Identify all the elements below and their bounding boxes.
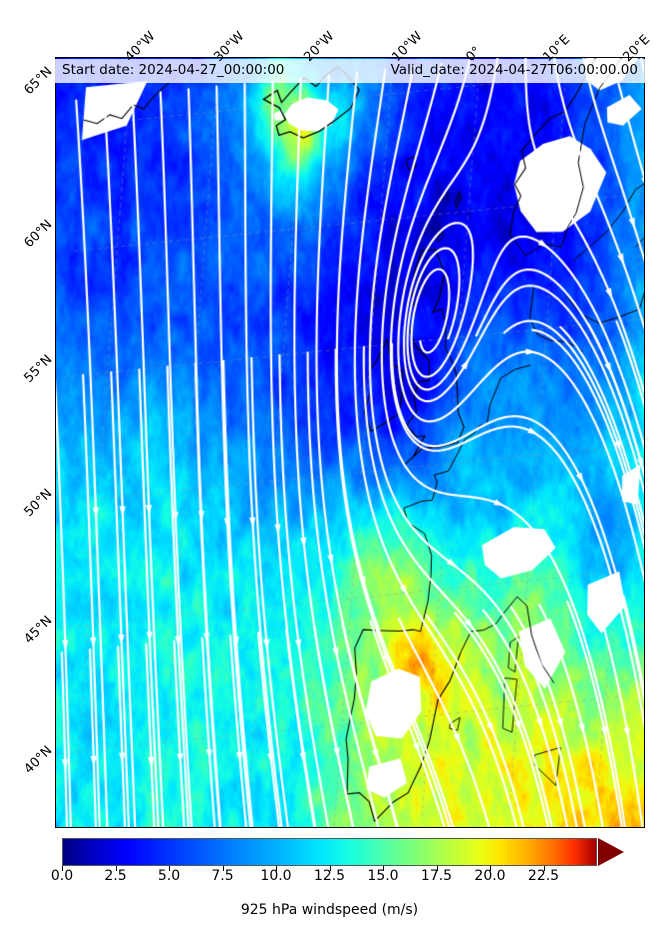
lat-tick-5: 40°N	[21, 743, 56, 777]
colorbar[interactable]	[62, 838, 624, 866]
colorbar-tick-mark-2	[169, 866, 170, 871]
lat-tick-4: 45°N	[21, 613, 56, 647]
colorbar-tick-label-5: 12.5	[313, 868, 346, 884]
colorbar-tick-label-7: 17.5	[420, 868, 453, 884]
colorbar-extend-arrow-icon	[598, 838, 624, 866]
colorbar-tick-label-1: 2.5	[104, 868, 127, 884]
colorbar-tick-mark-4	[276, 866, 277, 871]
colorbar-tick-label-0: 0.0	[50, 868, 74, 884]
colorbar-tick-mark-0	[62, 866, 63, 871]
lat-tick-1: 60°N	[21, 217, 56, 251]
lat-tick-3: 50°N	[21, 486, 56, 520]
colorbar-title: 925 hPa windspeed (m/s)	[240, 902, 419, 918]
colorbar-gradient	[62, 838, 597, 866]
windspeed-heatmap	[56, 58, 644, 827]
colorbar-tick-label-9: 22.5	[527, 868, 560, 884]
colorbar-tick-mark-9	[543, 866, 545, 871]
map-axes[interactable]	[55, 57, 645, 828]
colorbar-tick-label-3: 7.5	[211, 868, 234, 884]
colorbar-tick-mark-8	[490, 866, 491, 871]
colorbar-tick-mark-6	[383, 866, 384, 871]
colorbar-tick-label-6: 15.0	[367, 868, 399, 884]
lat-tick-2: 55°N	[21, 352, 56, 386]
colorbar-tick-mark-5	[329, 866, 331, 871]
colorbar-tick-mark-3	[222, 866, 224, 871]
colorbar-tick-label-4: 10.0	[260, 868, 292, 884]
colorbar-tick-mark-7	[436, 866, 438, 871]
colorbar-tick-label-2: 5.0	[157, 868, 181, 884]
colorbar-tick-mark-1	[115, 866, 117, 871]
lat-tick-0: 65°N	[21, 64, 56, 98]
colorbar-tick-label-8: 20.0	[474, 868, 506, 884]
